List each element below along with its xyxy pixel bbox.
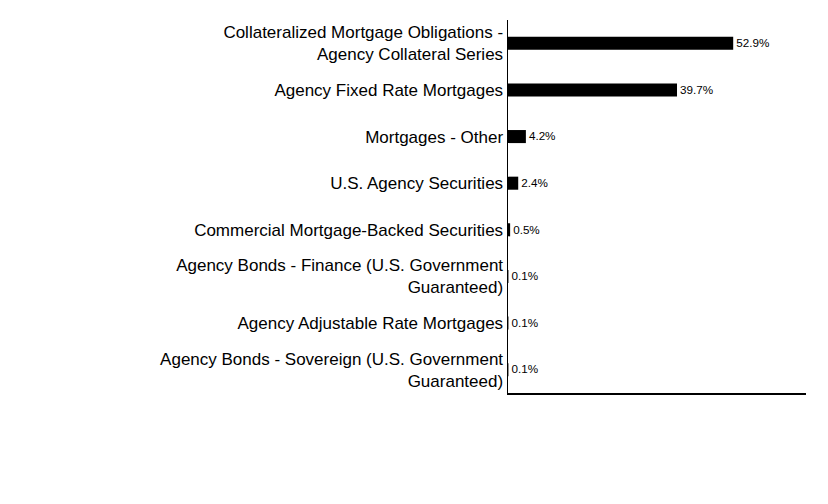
svg-text:39.7%: 39.7% xyxy=(680,83,713,96)
svg-text:2.4%: 2.4% xyxy=(521,176,548,189)
svg-text:Commercial Mortgage-Backed Sec: Commercial Mortgage-Backed Securities xyxy=(194,221,503,240)
svg-text:Agency Fixed Rate Mortgages: Agency Fixed Rate Mortgages xyxy=(274,81,503,100)
svg-text:52.9%: 52.9% xyxy=(736,36,769,49)
svg-text:Mortgages - Other: Mortgages - Other xyxy=(365,128,503,147)
svg-text:U.S. Agency Securities: U.S. Agency Securities xyxy=(330,174,503,193)
svg-text:0.1%: 0.1% xyxy=(511,362,538,375)
svg-text:Collateralized Mortgage Obliga: Collateralized Mortgage Obligations -Age… xyxy=(223,23,503,64)
svg-text:Agency Adjustable Rate Mortgag: Agency Adjustable Rate Mortgages xyxy=(238,314,504,333)
svg-text:0.1%: 0.1% xyxy=(511,316,538,329)
svg-text:Agency Bonds - Finance (U.S. G: Agency Bonds - Finance (U.S. GovernmentG… xyxy=(176,256,503,297)
svg-text:0.1%: 0.1% xyxy=(511,269,538,282)
svg-text:4.2%: 4.2% xyxy=(529,129,556,142)
svg-text:Agency Bonds - Sovereign (U.S.: Agency Bonds - Sovereign (U.S. Governmen… xyxy=(160,350,503,391)
svg-text:0.5%: 0.5% xyxy=(513,223,540,236)
